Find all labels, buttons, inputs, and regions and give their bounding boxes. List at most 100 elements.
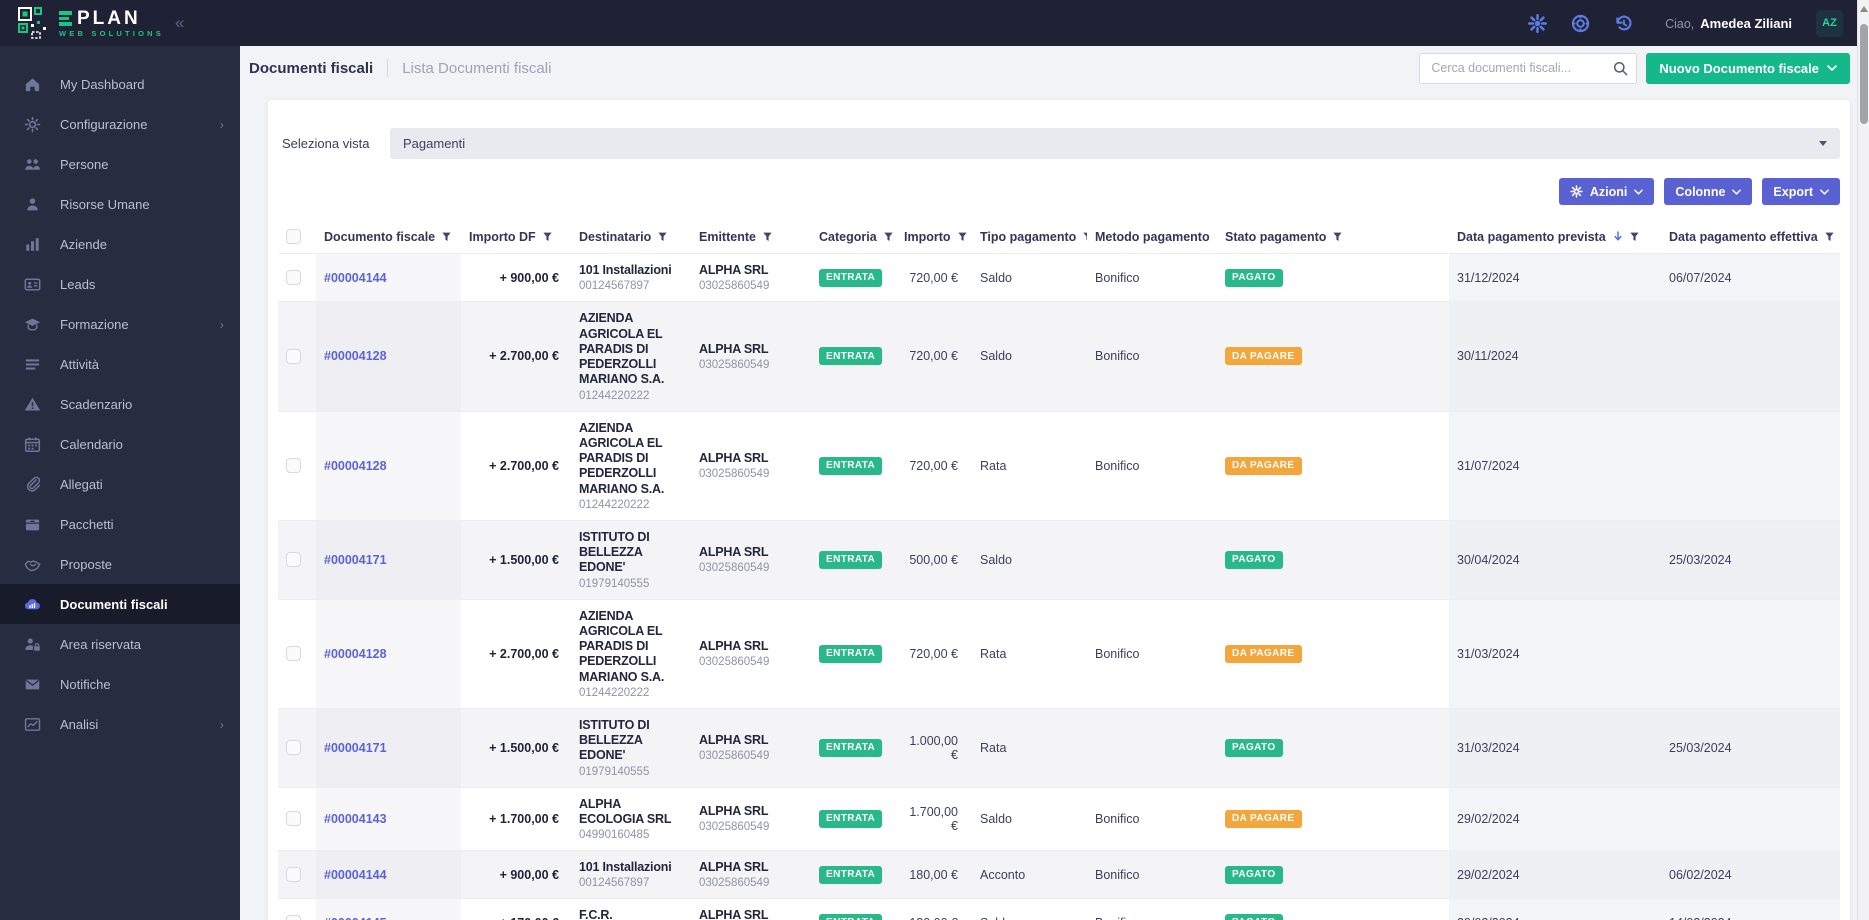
document-link[interactable]: #00004128 (316, 301, 461, 412)
col-header-data-pagamento-effettiva[interactable]: Data pagamento effettiva (1661, 220, 1840, 254)
filter-icon[interactable] (1333, 232, 1343, 242)
sidebar-item-documenti-fiscali[interactable]: Documenti fiscali (0, 584, 240, 624)
sidebar-item-configurazione[interactable]: Configurazione › (0, 104, 240, 144)
categoria-badge: ENTRATA (819, 550, 883, 569)
sidebar-item-attivit-[interactable]: Attività (0, 344, 240, 384)
document-link[interactable]: #00004171 (316, 520, 461, 600)
sidebar-item-formazione[interactable]: Formazione › (0, 304, 240, 344)
paperclip-icon (24, 476, 41, 493)
col-header-importo-df[interactable]: Importo DF (461, 220, 571, 254)
destinatario-cell: ISTITUTO DI BELLEZZA EDONE' 01979140555 (571, 708, 691, 788)
table-row: #00004145+ 170,00 €F.C.R.10312312312ALPH… (278, 898, 1840, 920)
checkbox-cell (278, 898, 316, 920)
stato-pagamento-cell: PAGATO (1217, 520, 1449, 600)
sidebar-item-persone[interactable]: Persone (0, 144, 240, 184)
importo-cell: 720,00 € (896, 599, 972, 709)
sidebar-item-pacchetti[interactable]: Pacchetti (0, 504, 240, 544)
row-checkbox[interactable] (286, 270, 301, 286)
emittente-name: ALPHA SRL (699, 733, 769, 747)
col-header-categoria[interactable]: Categoria (811, 220, 896, 254)
sidebar-item-my-dashboard[interactable]: My Dashboard (0, 64, 240, 104)
search-icon[interactable] (1613, 61, 1628, 76)
row-checkbox[interactable] (286, 552, 301, 568)
chevron-right-icon: › (219, 316, 224, 332)
sidebar-item-notifiche[interactable]: Notifiche (0, 664, 240, 704)
history-icon[interactable] (1614, 14, 1633, 33)
vertical-scrollbar[interactable] (1857, 0, 1869, 920)
document-link[interactable]: #00004144 (316, 850, 461, 900)
filter-icon[interactable] (442, 232, 451, 242)
document-link[interactable]: #00004128 (316, 599, 461, 709)
sidebar-item-label: Area riservata (60, 636, 141, 652)
sidebar-item-proposte[interactable]: Proposte (0, 544, 240, 584)
filter-icon[interactable] (884, 232, 893, 242)
new-document-button[interactable]: Nuovo Documento fiscale (1646, 52, 1850, 84)
sidebar-item-label: Documenti fiscali (60, 596, 168, 612)
document-link[interactable]: #00004143 (316, 787, 461, 851)
row-checkbox[interactable] (286, 646, 301, 662)
page-title: Documenti fiscali (249, 59, 374, 77)
sidebar-item-scadenzario[interactable]: Scadenzario (0, 384, 240, 424)
col-header-stato-pagamento[interactable]: Stato pagamento (1217, 220, 1449, 254)
columns-label: Colonne (1675, 184, 1726, 199)
sidebar-collapse-icon[interactable]: « (174, 13, 185, 32)
col-label: Metodo pagamento (1095, 229, 1210, 244)
actions-button[interactable]: Azioni (1558, 178, 1655, 205)
col-header-importo[interactable]: Importo (896, 220, 972, 254)
scroll-up-icon[interactable] (1859, 6, 1868, 12)
document-link[interactable]: #00004128 (316, 411, 461, 521)
filter-icon[interactable] (957, 232, 967, 242)
data-effettiva-cell: 06/07/2024 (1661, 253, 1840, 303)
col-header-documento-fiscale[interactable]: Documento fiscale (316, 220, 461, 254)
emittente-cell: ALPHA SRL 03025860549 (691, 301, 811, 412)
emittente-cell: ALPHA SRL 03025860549 (691, 708, 811, 788)
filter-icon[interactable] (658, 232, 667, 242)
destinatario-name: ALPHA ECOLOGIA SRL (579, 796, 672, 826)
row-checkbox[interactable] (286, 811, 301, 827)
col-header-emittente[interactable]: Emittente (691, 220, 811, 254)
tipo-pagamento-cell: Saldo (972, 787, 1087, 851)
row-checkbox[interactable] (286, 458, 301, 474)
filter-icon[interactable] (1083, 232, 1087, 242)
sidebar-item-leads[interactable]: Leads (0, 264, 240, 304)
sidebar-item-allegati[interactable]: Allegati (0, 464, 240, 504)
select-all-checkbox[interactable] (286, 229, 301, 244)
filter-icon[interactable] (763, 232, 772, 242)
document-link[interactable]: #00004144 (316, 253, 461, 303)
filter-icon[interactable] (1825, 232, 1834, 242)
destinatario-cell: 101 Installazioni 00124567897 (571, 253, 691, 303)
help-ring-icon[interactable] (1571, 14, 1590, 33)
view-select[interactable]: Pagamenti (390, 128, 1840, 159)
document-link[interactable]: #00004171 (316, 708, 461, 788)
col-header-destinatario[interactable]: Destinatario (571, 220, 691, 254)
row-checkbox[interactable] (286, 348, 301, 364)
emittente-vat: 03025860549 (699, 656, 770, 669)
sidebar-item-analisi[interactable]: Analisi › (0, 704, 240, 744)
app-logo[interactable]: PLAN WEB SOLUTIONS « (0, 0, 240, 46)
columns-button[interactable]: Colonne (1664, 178, 1753, 205)
emittente-name: ALPHA SRL (699, 451, 769, 465)
sidebar-item-aziende[interactable]: Aziende (0, 224, 240, 264)
categoria-cell: ENTRATA (811, 898, 896, 920)
sidebar-item-area-riservata[interactable]: Area riservata (0, 624, 240, 664)
search-input[interactable] (1419, 52, 1638, 84)
row-checkbox[interactable] (286, 915, 301, 920)
col-header-tipo-pagamento[interactable]: Tipo pagamento (972, 220, 1087, 254)
settings-burst-icon[interactable] (1528, 13, 1548, 33)
avatar[interactable]: AZ (1816, 9, 1843, 37)
row-checkbox[interactable] (286, 740, 301, 756)
actions-label: Azioni (1589, 184, 1628, 199)
filter-icon[interactable] (1630, 232, 1639, 242)
row-checkbox[interactable] (286, 867, 301, 883)
scrollbar-thumb[interactable] (1859, 24, 1868, 124)
export-button[interactable]: Export (1762, 178, 1840, 205)
col-header-data-pagamento-prevista[interactable]: Data pagamento prevista (1449, 220, 1661, 254)
document-link[interactable]: #00004145 (316, 898, 461, 920)
sort-desc-icon[interactable] (1613, 231, 1623, 242)
sidebar-item-risorse-umane[interactable]: Risorse Umane (0, 184, 240, 224)
sidebar-item-calendario[interactable]: Calendario (0, 424, 240, 464)
col-header-metodo-pagamento[interactable]: Metodo pagamento (1087, 220, 1217, 254)
filter-icon[interactable] (543, 232, 552, 242)
data-prevista-cell: 29/02/2024 (1449, 898, 1661, 920)
metodo-pagamento-cell: Bonifico (1087, 411, 1217, 521)
